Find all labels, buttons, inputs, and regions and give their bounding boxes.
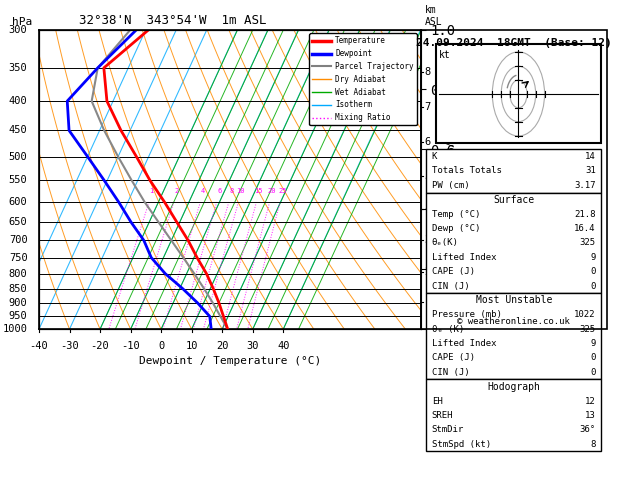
Text: θₑ(K): θₑ(K) xyxy=(432,238,459,247)
Text: 9: 9 xyxy=(591,253,596,262)
Text: 850: 850 xyxy=(9,284,28,294)
Text: 3.17: 3.17 xyxy=(574,181,596,190)
Text: StmDir: StmDir xyxy=(432,425,464,434)
Text: 16.4: 16.4 xyxy=(574,224,596,233)
Text: Lifted Index: Lifted Index xyxy=(432,339,496,348)
Text: 3: 3 xyxy=(425,235,431,245)
Text: 10: 10 xyxy=(237,188,245,193)
Text: 20: 20 xyxy=(268,188,276,193)
Text: Totals Totals: Totals Totals xyxy=(432,166,502,175)
Text: -10: -10 xyxy=(121,341,140,351)
Text: 8: 8 xyxy=(591,440,596,449)
Text: 650: 650 xyxy=(9,217,28,227)
Text: 600: 600 xyxy=(9,197,28,207)
Text: 6: 6 xyxy=(425,138,431,147)
Text: 25: 25 xyxy=(278,188,287,193)
Text: 20: 20 xyxy=(216,341,228,351)
Text: 1: 1 xyxy=(425,297,431,307)
Text: CIN (J): CIN (J) xyxy=(432,368,469,377)
Text: 350: 350 xyxy=(9,63,28,73)
Text: 36°: 36° xyxy=(579,425,596,434)
Text: 950: 950 xyxy=(9,312,28,321)
Bar xyxy=(426,293,601,380)
Text: 8: 8 xyxy=(229,188,233,193)
Text: 0: 0 xyxy=(591,368,596,377)
Text: 1022: 1022 xyxy=(574,310,596,319)
Text: 10: 10 xyxy=(186,341,198,351)
Text: 1000: 1000 xyxy=(3,324,28,334)
Text: 2: 2 xyxy=(425,267,431,277)
Text: 40: 40 xyxy=(277,341,289,351)
Text: 700: 700 xyxy=(9,235,28,245)
Bar xyxy=(426,149,601,192)
Text: 24.09.2024  18GMT  (Base: 12): 24.09.2024 18GMT (Base: 12) xyxy=(416,38,611,49)
Text: Pressure (mb): Pressure (mb) xyxy=(432,310,502,319)
Text: K: K xyxy=(432,152,437,161)
Text: EH: EH xyxy=(432,397,443,405)
Text: 0: 0 xyxy=(158,341,164,351)
Text: 325: 325 xyxy=(579,238,596,247)
Text: Most Unstable: Most Unstable xyxy=(476,295,552,305)
Text: 4: 4 xyxy=(201,188,205,193)
Text: -20: -20 xyxy=(91,341,109,351)
Text: 500: 500 xyxy=(9,152,28,162)
Text: 14: 14 xyxy=(585,152,596,161)
Text: 0: 0 xyxy=(591,267,596,276)
Text: LCL: LCL xyxy=(425,314,442,324)
Text: 0: 0 xyxy=(591,281,596,291)
Text: 300: 300 xyxy=(9,24,28,35)
Text: 1: 1 xyxy=(150,188,154,193)
Text: CIN (J): CIN (J) xyxy=(432,281,469,291)
Text: PW (cm): PW (cm) xyxy=(432,181,469,190)
Text: SREH: SREH xyxy=(432,411,454,420)
Text: 2: 2 xyxy=(174,188,179,193)
Text: hPa: hPa xyxy=(13,17,33,27)
Text: 6: 6 xyxy=(217,188,221,193)
Text: 12: 12 xyxy=(585,397,596,405)
Text: CAPE (J): CAPE (J) xyxy=(432,353,475,363)
Text: 9: 9 xyxy=(591,339,596,348)
Text: 5: 5 xyxy=(425,171,431,181)
Bar xyxy=(426,192,601,293)
Text: -30: -30 xyxy=(60,341,79,351)
Text: Hodograph: Hodograph xyxy=(487,382,540,392)
Title: 32°38'N  343°54'W  1m ASL: 32°38'N 343°54'W 1m ASL xyxy=(79,14,266,27)
Legend: Temperature, Dewpoint, Parcel Trajectory, Dry Adiabat, Wet Adiabat, Isotherm, Mi: Temperature, Dewpoint, Parcel Trajectory… xyxy=(309,34,417,125)
Text: 800: 800 xyxy=(9,269,28,278)
Text: 325: 325 xyxy=(579,325,596,334)
Text: Mixing Ratio (g/kg): Mixing Ratio (g/kg) xyxy=(446,123,456,235)
Text: Dewp (°C): Dewp (°C) xyxy=(432,224,480,233)
Bar xyxy=(435,45,601,143)
Text: StmSpd (kt): StmSpd (kt) xyxy=(432,440,491,449)
Text: 900: 900 xyxy=(9,298,28,308)
Text: 15: 15 xyxy=(255,188,263,193)
Text: 21.8: 21.8 xyxy=(574,209,596,219)
Text: 0: 0 xyxy=(591,353,596,363)
Bar xyxy=(426,380,601,451)
Text: Surface: Surface xyxy=(493,195,535,205)
Text: 550: 550 xyxy=(9,175,28,185)
Text: 400: 400 xyxy=(9,96,28,106)
Text: 4: 4 xyxy=(425,204,431,213)
Text: kt: kt xyxy=(439,51,451,60)
Text: 13: 13 xyxy=(585,411,596,420)
Text: Temp (°C): Temp (°C) xyxy=(432,209,480,219)
Text: CAPE (J): CAPE (J) xyxy=(432,267,475,276)
Text: © weatheronline.co.uk: © weatheronline.co.uk xyxy=(457,317,571,326)
Text: 450: 450 xyxy=(9,125,28,136)
Text: 7: 7 xyxy=(425,102,431,112)
Text: θₑ (K): θₑ (K) xyxy=(432,325,464,334)
Text: Lifted Index: Lifted Index xyxy=(432,253,496,262)
Text: 750: 750 xyxy=(9,253,28,262)
Text: 31: 31 xyxy=(585,166,596,175)
Text: km
ASL: km ASL xyxy=(425,5,442,27)
Text: 8: 8 xyxy=(425,67,431,77)
Text: 30: 30 xyxy=(247,341,259,351)
Text: Dewpoint / Temperature (°C): Dewpoint / Temperature (°C) xyxy=(139,356,321,366)
Text: -40: -40 xyxy=(30,341,48,351)
